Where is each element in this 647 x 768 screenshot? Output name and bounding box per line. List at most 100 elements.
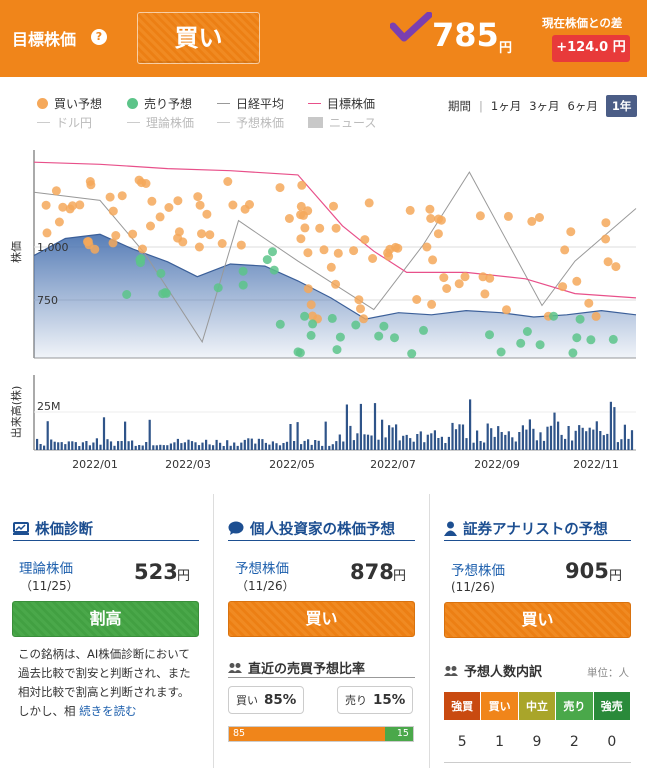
table-cell: 2 — [555, 720, 594, 763]
volume-bar — [102, 417, 106, 450]
individual-title-text: 個人投資家の株価予想 — [250, 522, 395, 538]
volume-bar — [285, 441, 289, 450]
sell-forecast-dot — [407, 349, 417, 359]
legend-item[interactable]: ドル円 — [37, 114, 92, 131]
volume-bar — [423, 442, 426, 450]
volume-bar — [134, 445, 137, 450]
legend-item[interactable]: 日経平均 — [217, 95, 284, 112]
volume-bar — [71, 441, 74, 450]
volume-bar — [236, 445, 239, 450]
help-icon[interactable]: ? — [91, 29, 107, 45]
read-more-link[interactable]: 続きを読む — [79, 704, 137, 718]
volume-bar — [444, 443, 447, 450]
buy-forecast-dot — [195, 200, 205, 210]
individual-buy-badge[interactable]: 買い — [228, 601, 415, 637]
buy-forecast-dot — [223, 177, 233, 186]
period-option-1y[interactable]: 1年 — [605, 95, 638, 117]
volume-bar — [581, 427, 584, 450]
legend-item[interactable]: 買い予想 — [37, 95, 102, 112]
volume-bar — [212, 445, 215, 450]
theory-price-label[interactable]: 理論株価 — [19, 561, 73, 577]
buy-forecast-dot — [58, 202, 68, 212]
volume-bar — [300, 444, 303, 450]
volume-bar — [405, 434, 408, 450]
volume-bar — [377, 439, 380, 450]
x-tick-label: 2022/11 — [573, 458, 619, 471]
sell-forecast-dot — [374, 331, 384, 341]
volume-bar — [599, 431, 602, 450]
volume-bar — [476, 430, 479, 450]
sell-forecast-dot — [306, 330, 316, 340]
buy-forecast-dot — [75, 200, 85, 210]
volume-bar — [36, 438, 39, 450]
legend-item[interactable]: 売り予想 — [127, 95, 192, 112]
legend-item[interactable]: 目標株価 — [308, 95, 375, 112]
yen-unit: 円 — [393, 569, 407, 584]
sell-forecast-dot — [586, 335, 596, 345]
sell-forecast-dot — [238, 280, 248, 290]
volume-bar — [542, 440, 546, 450]
volume-bar — [363, 434, 366, 450]
volume-bar — [613, 407, 616, 450]
period-label: 期間 — [448, 99, 471, 113]
sell-forecast-dot — [419, 325, 428, 335]
target-price-header: 目標株価 ? 買い 785 円 現在株価との差 +124.0 円 — [0, 0, 647, 77]
legend-item[interactable]: 理論株価 — [127, 114, 194, 131]
volume-bar — [553, 412, 556, 450]
volume-bar — [74, 442, 77, 450]
volume-bar — [78, 446, 81, 450]
volume-bar — [183, 442, 186, 450]
sell-forecast-dot — [160, 288, 170, 297]
panel-divider — [429, 494, 430, 768]
volume-bar — [229, 445, 232, 450]
buy-forecast-dot — [566, 227, 576, 237]
period-option-3m[interactable]: 3ヶ月 — [529, 99, 560, 113]
volume-bar — [205, 439, 208, 450]
x-tick-label: 2022/05 — [269, 458, 315, 471]
legend-item[interactable]: 予想株価 — [217, 114, 284, 131]
analyst-buy-badge[interactable]: 買い — [444, 602, 631, 638]
period-option-6m[interactable]: 6ヶ月 — [567, 99, 598, 113]
forecast-price-label[interactable]: 予想株価 — [235, 561, 289, 577]
volume-bar — [560, 434, 563, 450]
buy-forecast-dot — [319, 245, 329, 255]
legend-item[interactable]: ニュース — [308, 114, 376, 131]
buy-forecast-dot — [478, 272, 488, 282]
volume-bar — [528, 419, 531, 450]
stock-chart: 株価 1,000 750 出来高(株) 25M 2022/01 2022/03 2022/05… — [9, 150, 637, 471]
period-selector: 期間 | 1ヶ月 3ヶ月 6ヶ月 1年 — [448, 95, 638, 117]
overvalued-badge[interactable]: 割高 — [12, 601, 199, 637]
analyst-price-label[interactable]: 予想株価 — [451, 563, 505, 579]
diagnosis-title[interactable]: 株価診断 — [13, 518, 93, 539]
table-header-row: 強買 買い 中立 売り 強売 — [442, 691, 632, 721]
volume-bar — [461, 424, 465, 450]
theory-price-date: （11/25） — [20, 579, 79, 593]
buy-forecast-dot — [558, 282, 568, 292]
legend-label: 目標株価 — [327, 97, 376, 111]
volume-bar — [465, 438, 468, 450]
volume-bar — [155, 445, 158, 450]
legend-label: 売り予想 — [144, 97, 193, 111]
volume-bar — [564, 438, 567, 450]
line-marker-icon — [37, 121, 50, 124]
forecast-price-value: 878 — [350, 560, 394, 584]
volume-bar — [215, 439, 218, 450]
buy-forecast-dot — [364, 198, 374, 208]
volume-bar — [148, 419, 151, 450]
panel-divider — [213, 494, 214, 768]
volume-bar — [92, 442, 95, 450]
volume-bar — [479, 441, 482, 450]
volume-bar — [557, 421, 560, 450]
buy-forecast-dot — [197, 229, 206, 239]
individual-title[interactable]: 個人投資家の株価予想 — [228, 518, 395, 539]
period-option-1m[interactable]: 1ヶ月 — [490, 99, 522, 113]
volume-bar — [606, 433, 609, 450]
volume-bar — [138, 445, 141, 450]
legend-label: ドル円 — [56, 116, 93, 130]
volume-bar — [39, 444, 42, 450]
volume-bar — [454, 429, 458, 450]
analyst-title[interactable]: 証券アナリストの予想 — [444, 518, 608, 539]
buy-forecast-dot — [475, 211, 485, 221]
dot-marker-icon — [37, 98, 48, 109]
volume-bar — [250, 438, 253, 450]
